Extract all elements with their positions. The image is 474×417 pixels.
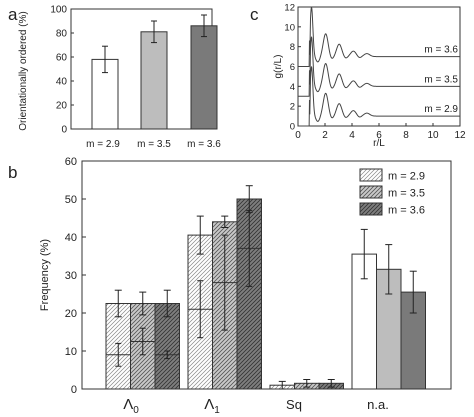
- panel-b-chart: 0 10 20 30 40 50 60 Frequency (%) Λ0 Λ1 Sq n.a. m = …: [39, 156, 452, 416]
- legend-label: m = 3.6: [388, 205, 425, 217]
- panel-label-c: c: [250, 5, 259, 24]
- x-tick-label: 8: [403, 130, 409, 141]
- bar: [190, 25, 218, 130]
- series-label: m = 3.6: [424, 45, 458, 56]
- y-tick-label: 20: [56, 101, 68, 112]
- y-tick-label: 80: [56, 29, 68, 40]
- bar: [154, 303, 180, 390]
- y-tick-label: 50: [65, 194, 77, 206]
- y-tick-label: 40: [56, 77, 68, 88]
- y-tick-label: 0: [290, 122, 295, 133]
- y-tick-label: 60: [56, 53, 68, 64]
- series-label: m = 3.5: [424, 74, 458, 85]
- legend-label: m = 3.5: [388, 188, 425, 200]
- y-axis-label: Frequency (%): [39, 239, 51, 311]
- y-tick-label: 0: [61, 125, 67, 136]
- y-tick-label: 30: [65, 270, 77, 282]
- y-tick-label: 6: [290, 62, 295, 73]
- legend-swatch: [359, 202, 383, 216]
- panel-label-b: b: [8, 163, 17, 182]
- y-axis-label: g(r/L): [273, 55, 284, 79]
- y-tick-label: 40: [65, 232, 77, 244]
- y-tick-label: 10: [284, 22, 295, 33]
- x-tick-label: 12: [454, 130, 466, 141]
- series-line: [298, 36, 460, 97]
- x-tick-label: Λ1: [204, 396, 220, 416]
- y-tick-label: 20: [65, 308, 77, 320]
- y-axis-label: Orientationally ordered (%): [18, 11, 29, 131]
- x-tick-label: m = 3.6: [187, 139, 221, 150]
- y-tick-label: 8: [290, 42, 295, 53]
- panel-a-chart: 0 20 40 60 80 100 Orientationally ordered (%) m…: [18, 5, 221, 151]
- y-tick-label: 60: [65, 156, 77, 168]
- series-line: [298, 6, 460, 67]
- y-tick-label: 4: [290, 82, 295, 93]
- legend-label: m = 2.9: [388, 171, 425, 183]
- x-tick-label: Sq: [286, 397, 302, 412]
- x-tick-label: 10: [427, 130, 439, 141]
- x-axis-label: r/L: [373, 138, 385, 149]
- series-line: [298, 66, 460, 127]
- y-tick-label: 10: [65, 346, 77, 358]
- bar: [140, 31, 168, 130]
- x-tick-label: Λ0: [123, 396, 139, 416]
- x-tick-label: m = 3.5: [137, 139, 171, 150]
- x-tick-label: 0: [295, 130, 301, 141]
- x-tick-label: m = 2.9: [86, 139, 120, 150]
- x-tick-label: n.a.: [367, 397, 389, 412]
- y-tick-label: 2: [290, 102, 295, 113]
- series-label: m = 2.9: [424, 104, 458, 115]
- panel-label-a: a: [8, 5, 18, 24]
- y-tick-label: 12: [284, 3, 295, 14]
- y-tick-label: 0: [71, 384, 77, 396]
- y-tick-label: 100: [50, 5, 67, 16]
- legend-swatch: [359, 168, 383, 182]
- x-tick-label: 6: [376, 130, 382, 141]
- x-tick-label: 2: [322, 130, 328, 141]
- legend-swatch: [359, 185, 383, 199]
- x-tick-label: 4: [349, 130, 355, 141]
- panel-c-chart: 0 2 4 6 8 10 12 0 2 4 6 8 10 12 r/L g(r/L) m = 3.6 m = 3.…: [273, 3, 466, 150]
